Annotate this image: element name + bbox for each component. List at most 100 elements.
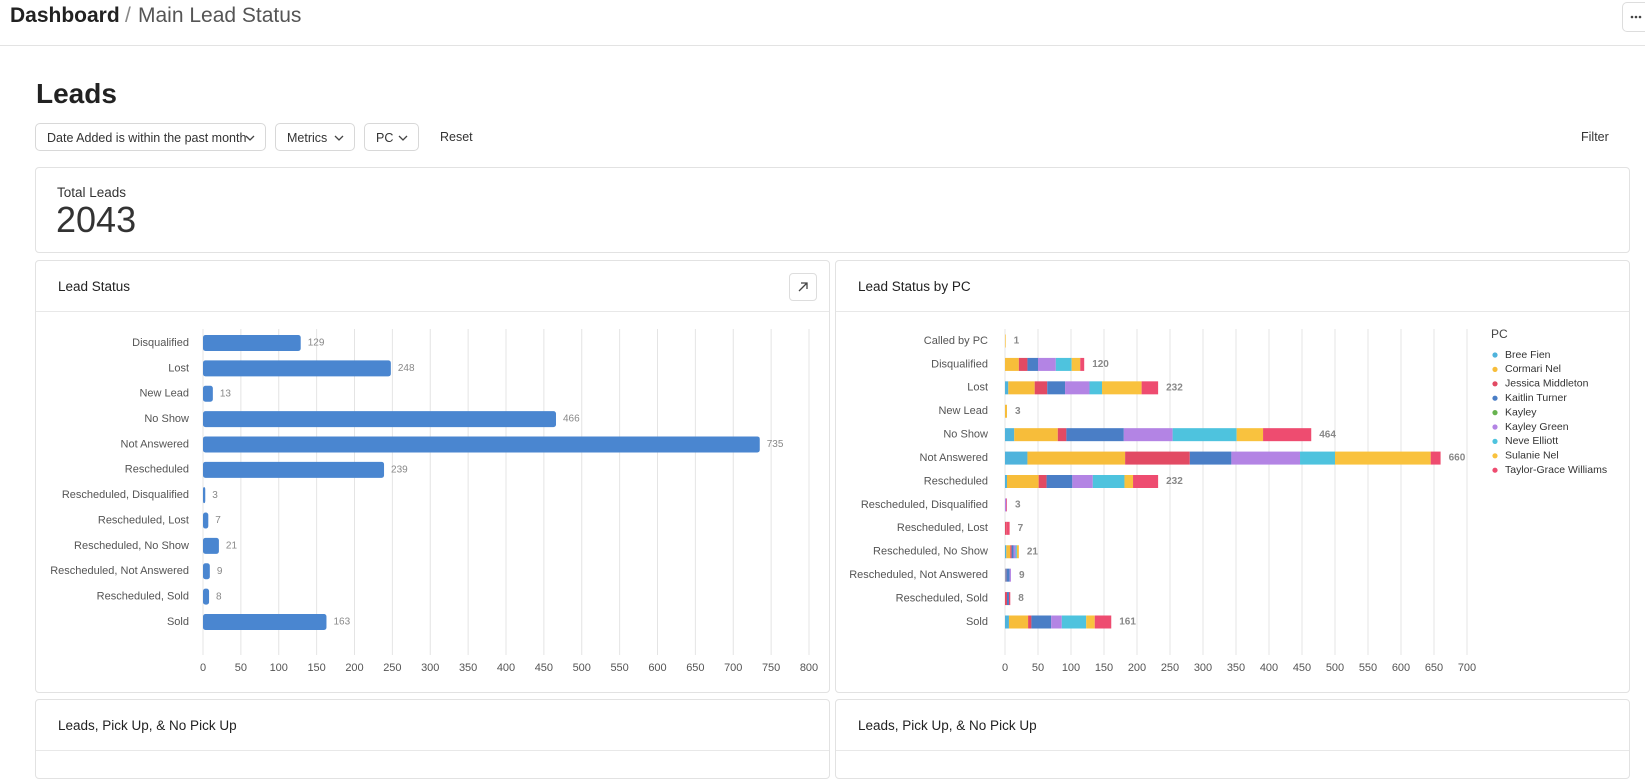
value-label: 8 — [216, 591, 222, 602]
bar-segment — [1335, 451, 1431, 465]
bar-segment — [1430, 451, 1441, 465]
total-label: 232 — [1166, 476, 1183, 487]
y-tick-label: Rescheduled, Disqualified — [62, 489, 189, 501]
bar — [203, 563, 210, 580]
legend-title: PC — [1491, 327, 1508, 341]
legend-swatch — [1492, 424, 1498, 430]
panel-title: Leads, Pick Up, & No Pick Up — [58, 718, 237, 733]
total-label: 1 — [1014, 336, 1020, 347]
bar-segment — [1006, 545, 1011, 559]
panel: Leads, Pick Up, & No Pick Up — [35, 699, 830, 779]
bar-segment — [1055, 357, 1072, 371]
bar-segment — [1027, 451, 1126, 465]
bar-segment — [1014, 428, 1058, 442]
more-button[interactable] — [1622, 2, 1645, 32]
legend-swatch — [1492, 395, 1498, 401]
bar-segment — [1005, 615, 1009, 629]
bar-segment — [1125, 451, 1190, 465]
legend-label: Cormari Nel — [1505, 363, 1561, 375]
bar — [203, 487, 206, 504]
y-tick-label: Rescheduled, No Show — [873, 546, 988, 558]
bar-segment — [1015, 545, 1017, 559]
y-tick-label: New Lead — [139, 388, 189, 400]
reset-button[interactable]: Reset — [440, 130, 473, 144]
legend-swatch — [1492, 453, 1498, 459]
total-label: 9 — [1019, 570, 1025, 581]
bar-segment — [1006, 592, 1009, 606]
bar-segment — [1005, 404, 1007, 418]
legend-swatch — [1492, 438, 1498, 444]
legend-label: Kaitlin Turner — [1505, 392, 1567, 404]
x-tick-label: 50 — [235, 662, 247, 674]
legend-label: Jessica Middleton — [1505, 378, 1589, 390]
y-tick-label: Lost — [967, 382, 988, 394]
bar-segment — [1072, 475, 1093, 488]
bar-segment — [1008, 615, 1029, 629]
total-label: 8 — [1018, 593, 1024, 604]
divider — [36, 311, 829, 312]
breadcrumb-root[interactable]: Dashboard — [10, 4, 120, 27]
x-tick-label: 750 — [762, 662, 780, 674]
x-tick-label: 350 — [1227, 662, 1245, 674]
bar-segment — [1006, 568, 1010, 582]
y-tick-label: Rescheduled — [924, 475, 988, 487]
value-label: 239 — [391, 464, 408, 475]
metrics-label: Metrics — [287, 131, 328, 145]
chart: 0 50 100 150 200 250 300 350 400 450 500 550 600 650 7… — [50, 329, 818, 674]
filter-dropdown[interactable]: Date Added is within the past month — [35, 123, 266, 151]
bar-segment — [1013, 545, 1016, 559]
x-tick-label: 150 — [307, 662, 325, 674]
panel-title: Leads, Pick Up, & No Pick Up — [858, 718, 1037, 733]
legend-swatch — [1492, 467, 1498, 473]
total-label: 3 — [1015, 500, 1021, 511]
y-tick-label: Rescheduled — [125, 464, 189, 476]
x-tick-label: 300 — [421, 662, 439, 674]
bar-segment — [1005, 521, 1007, 535]
bar-segment — [1005, 334, 1006, 348]
total-label: 7 — [1018, 523, 1024, 534]
x-tick-label: 700 — [1458, 662, 1476, 674]
y-tick-label: Not Answered — [920, 452, 988, 464]
bar — [203, 385, 213, 402]
x-tick-label: 800 — [800, 662, 818, 674]
bar — [203, 588, 210, 605]
y-tick-label: Sold — [966, 616, 988, 628]
total-label: 232 — [1166, 382, 1183, 393]
chart-title: Lead Status — [58, 279, 131, 294]
x-tick-label: 250 — [1161, 662, 1179, 674]
kpi-value: 2043 — [56, 199, 137, 240]
bar-segment — [1089, 381, 1103, 395]
filter-button[interactable]: Filter — [1581, 130, 1609, 144]
bar-segment — [1236, 428, 1264, 442]
x-tick-label: 400 — [1260, 662, 1278, 674]
bar-segment — [1189, 451, 1232, 465]
bar-segment — [1005, 381, 1009, 395]
bar-segment — [1300, 451, 1335, 465]
expand-button[interactable] — [789, 273, 817, 301]
x-tick-label: 700 — [724, 662, 742, 674]
bar-segment — [1057, 428, 1067, 442]
chart: 0 50 100 150 200 250 300 350 400 450 500 550 600 650 7… — [849, 327, 1607, 674]
x-tick-label: 450 — [535, 662, 553, 674]
bar-segment — [1080, 357, 1085, 371]
bar-segment — [1038, 357, 1056, 371]
x-tick-label: 0 — [1002, 662, 1008, 674]
bar-segment — [1133, 475, 1159, 488]
breadcrumb-current: Main Lead Status — [138, 4, 302, 27]
bar-segment — [1086, 615, 1095, 629]
bar-segment — [1009, 568, 1011, 582]
x-tick-label: 0 — [200, 662, 206, 674]
divider — [36, 750, 829, 751]
x-tick-label: 550 — [1359, 662, 1377, 674]
kpi-label: Total Leads — [57, 185, 127, 200]
total-label: 3 — [1015, 406, 1021, 417]
bar-segment — [1231, 451, 1301, 465]
y-tick-label: Rescheduled, Lost — [897, 522, 988, 534]
metrics-dropdown[interactable]: Metrics — [275, 123, 355, 151]
bar-segment — [1172, 428, 1237, 442]
y-tick-label: Called by PC — [924, 335, 988, 347]
bar — [203, 436, 760, 453]
pc-dropdown[interactable]: PC — [364, 123, 419, 151]
value-label: 129 — [308, 338, 325, 349]
